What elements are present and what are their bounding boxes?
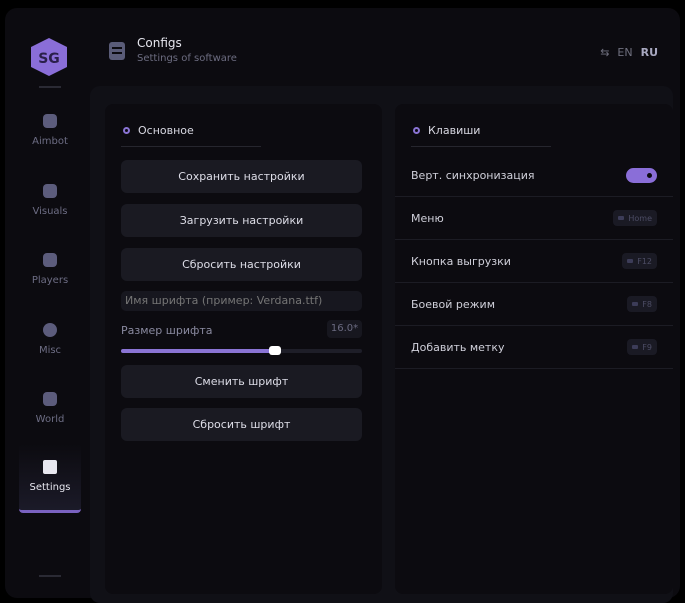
- keybind-button[interactable]: Home: [613, 210, 657, 226]
- sidebar-item-misc[interactable]: Misc: [19, 305, 81, 375]
- gamepad-icon: [43, 322, 57, 337]
- divider: [39, 86, 61, 88]
- sidebar: Aimbot Visuals Players Misc World Settin…: [19, 96, 81, 513]
- bind-row-unload: Кнопка выгрузки F12: [395, 240, 673, 283]
- font-size-slider[interactable]: [121, 346, 362, 355]
- reset-font-button[interactable]: Сбросить шрифт: [121, 408, 362, 441]
- keyboard-icon: [618, 216, 625, 220]
- section-title: Клавиши: [428, 124, 481, 137]
- bind-label: Кнопка выгрузки: [411, 254, 511, 268]
- lang-en[interactable]: EN: [617, 46, 633, 59]
- content-panel: Основное Сохранить настройки Загрузить н…: [90, 86, 673, 603]
- slider-thumb[interactable]: [269, 346, 282, 355]
- keybind-button[interactable]: F12: [622, 253, 657, 269]
- sidebar-label: World: [35, 414, 65, 426]
- sidebar-label: Players: [31, 275, 69, 287]
- keybind-button[interactable]: F8: [627, 296, 657, 312]
- users-icon: [43, 253, 57, 268]
- font-size-value[interactable]: 16.0*: [327, 320, 362, 338]
- vsync-label: Верт. синхронизация: [411, 168, 535, 182]
- sidebar-item-aimbot[interactable]: Aimbot: [19, 96, 81, 166]
- keybind-button[interactable]: F9: [627, 339, 657, 355]
- svg-text:SG: SG: [38, 51, 60, 67]
- vr-headset-icon: [43, 183, 57, 198]
- bind-row-menu: Меню Home: [395, 197, 673, 240]
- translate-icon: ⇆: [600, 46, 610, 59]
- page-title: Configs: [137, 36, 182, 50]
- load-settings-button[interactable]: Загрузить настройки: [121, 204, 362, 237]
- font-size-label: Размер шрифта: [121, 324, 213, 337]
- bind-label: Меню: [411, 211, 444, 225]
- sidebar-label: Settings: [29, 482, 71, 494]
- reset-settings-button[interactable]: Сбросить настройки: [121, 248, 362, 281]
- list-icon: [109, 42, 125, 60]
- keyboard-icon: [632, 345, 639, 349]
- sidebar-item-settings[interactable]: Settings: [19, 443, 81, 513]
- font-name-input[interactable]: [121, 291, 362, 311]
- list-icon: [43, 460, 57, 475]
- bind-label: Добавить метку: [411, 340, 505, 354]
- sidebar-label: Visuals: [32, 205, 68, 217]
- keyboard-icon: [632, 302, 639, 306]
- section-header: Клавиши: [413, 124, 480, 137]
- page-subtitle: Settings of software: [137, 53, 237, 64]
- change-font-button[interactable]: Сменить шрифт: [121, 365, 362, 398]
- app-window: SG Configs Settings of software ⇆ EN RU …: [5, 8, 680, 603]
- sidebar-item-visuals[interactable]: Visuals: [19, 166, 81, 236]
- sidebar-item-world[interactable]: World: [19, 374, 81, 444]
- bind-row-combat: Боевой режим F8: [395, 283, 673, 326]
- divider: [39, 575, 61, 577]
- language-switcher: ⇆ EN RU: [600, 46, 658, 59]
- section-header: Основное: [123, 124, 194, 137]
- bullet-icon: [123, 127, 130, 134]
- general-section: Основное Сохранить настройки Загрузить н…: [105, 104, 382, 594]
- skull-icon: [43, 114, 57, 129]
- bullet-icon: [413, 127, 420, 134]
- sidebar-label: Aimbot: [32, 136, 68, 148]
- section-title: Основное: [138, 124, 194, 137]
- logo-icon: SG: [31, 38, 67, 76]
- sidebar-item-players[interactable]: Players: [19, 235, 81, 305]
- sidebar-label: Misc: [38, 344, 62, 356]
- bind-row-marker: Добавить метку F9: [395, 326, 673, 369]
- keyboard-icon: [627, 259, 634, 263]
- lang-ru[interactable]: RU: [640, 46, 658, 59]
- vsync-row: Верт. синхронизация: [395, 154, 673, 197]
- keys-section: Клавиши Верт. синхронизация Меню Home Кно…: [395, 104, 673, 594]
- bind-label: Боевой режим: [411, 297, 496, 311]
- save-settings-button[interactable]: Сохранить настройки: [121, 160, 362, 193]
- vsync-toggle[interactable]: [626, 167, 657, 183]
- divider: [411, 146, 551, 147]
- slider-fill: [121, 349, 276, 353]
- briefcase-icon: [43, 392, 57, 407]
- divider: [121, 146, 261, 147]
